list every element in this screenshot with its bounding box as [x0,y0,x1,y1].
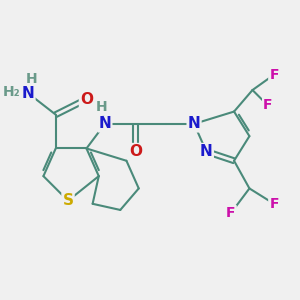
Text: F: F [263,98,273,112]
Text: F: F [269,68,279,82]
Text: O: O [129,144,142,159]
Text: H: H [96,100,108,114]
Text: N: N [200,144,213,159]
Text: H₂: H₂ [2,85,20,99]
Text: N: N [98,116,111,131]
Text: N: N [22,85,34,100]
Text: F: F [226,206,236,220]
Text: H: H [25,72,37,86]
Text: F: F [269,197,279,211]
Text: O: O [80,92,93,107]
Text: S: S [62,193,74,208]
Text: N: N [188,116,200,131]
